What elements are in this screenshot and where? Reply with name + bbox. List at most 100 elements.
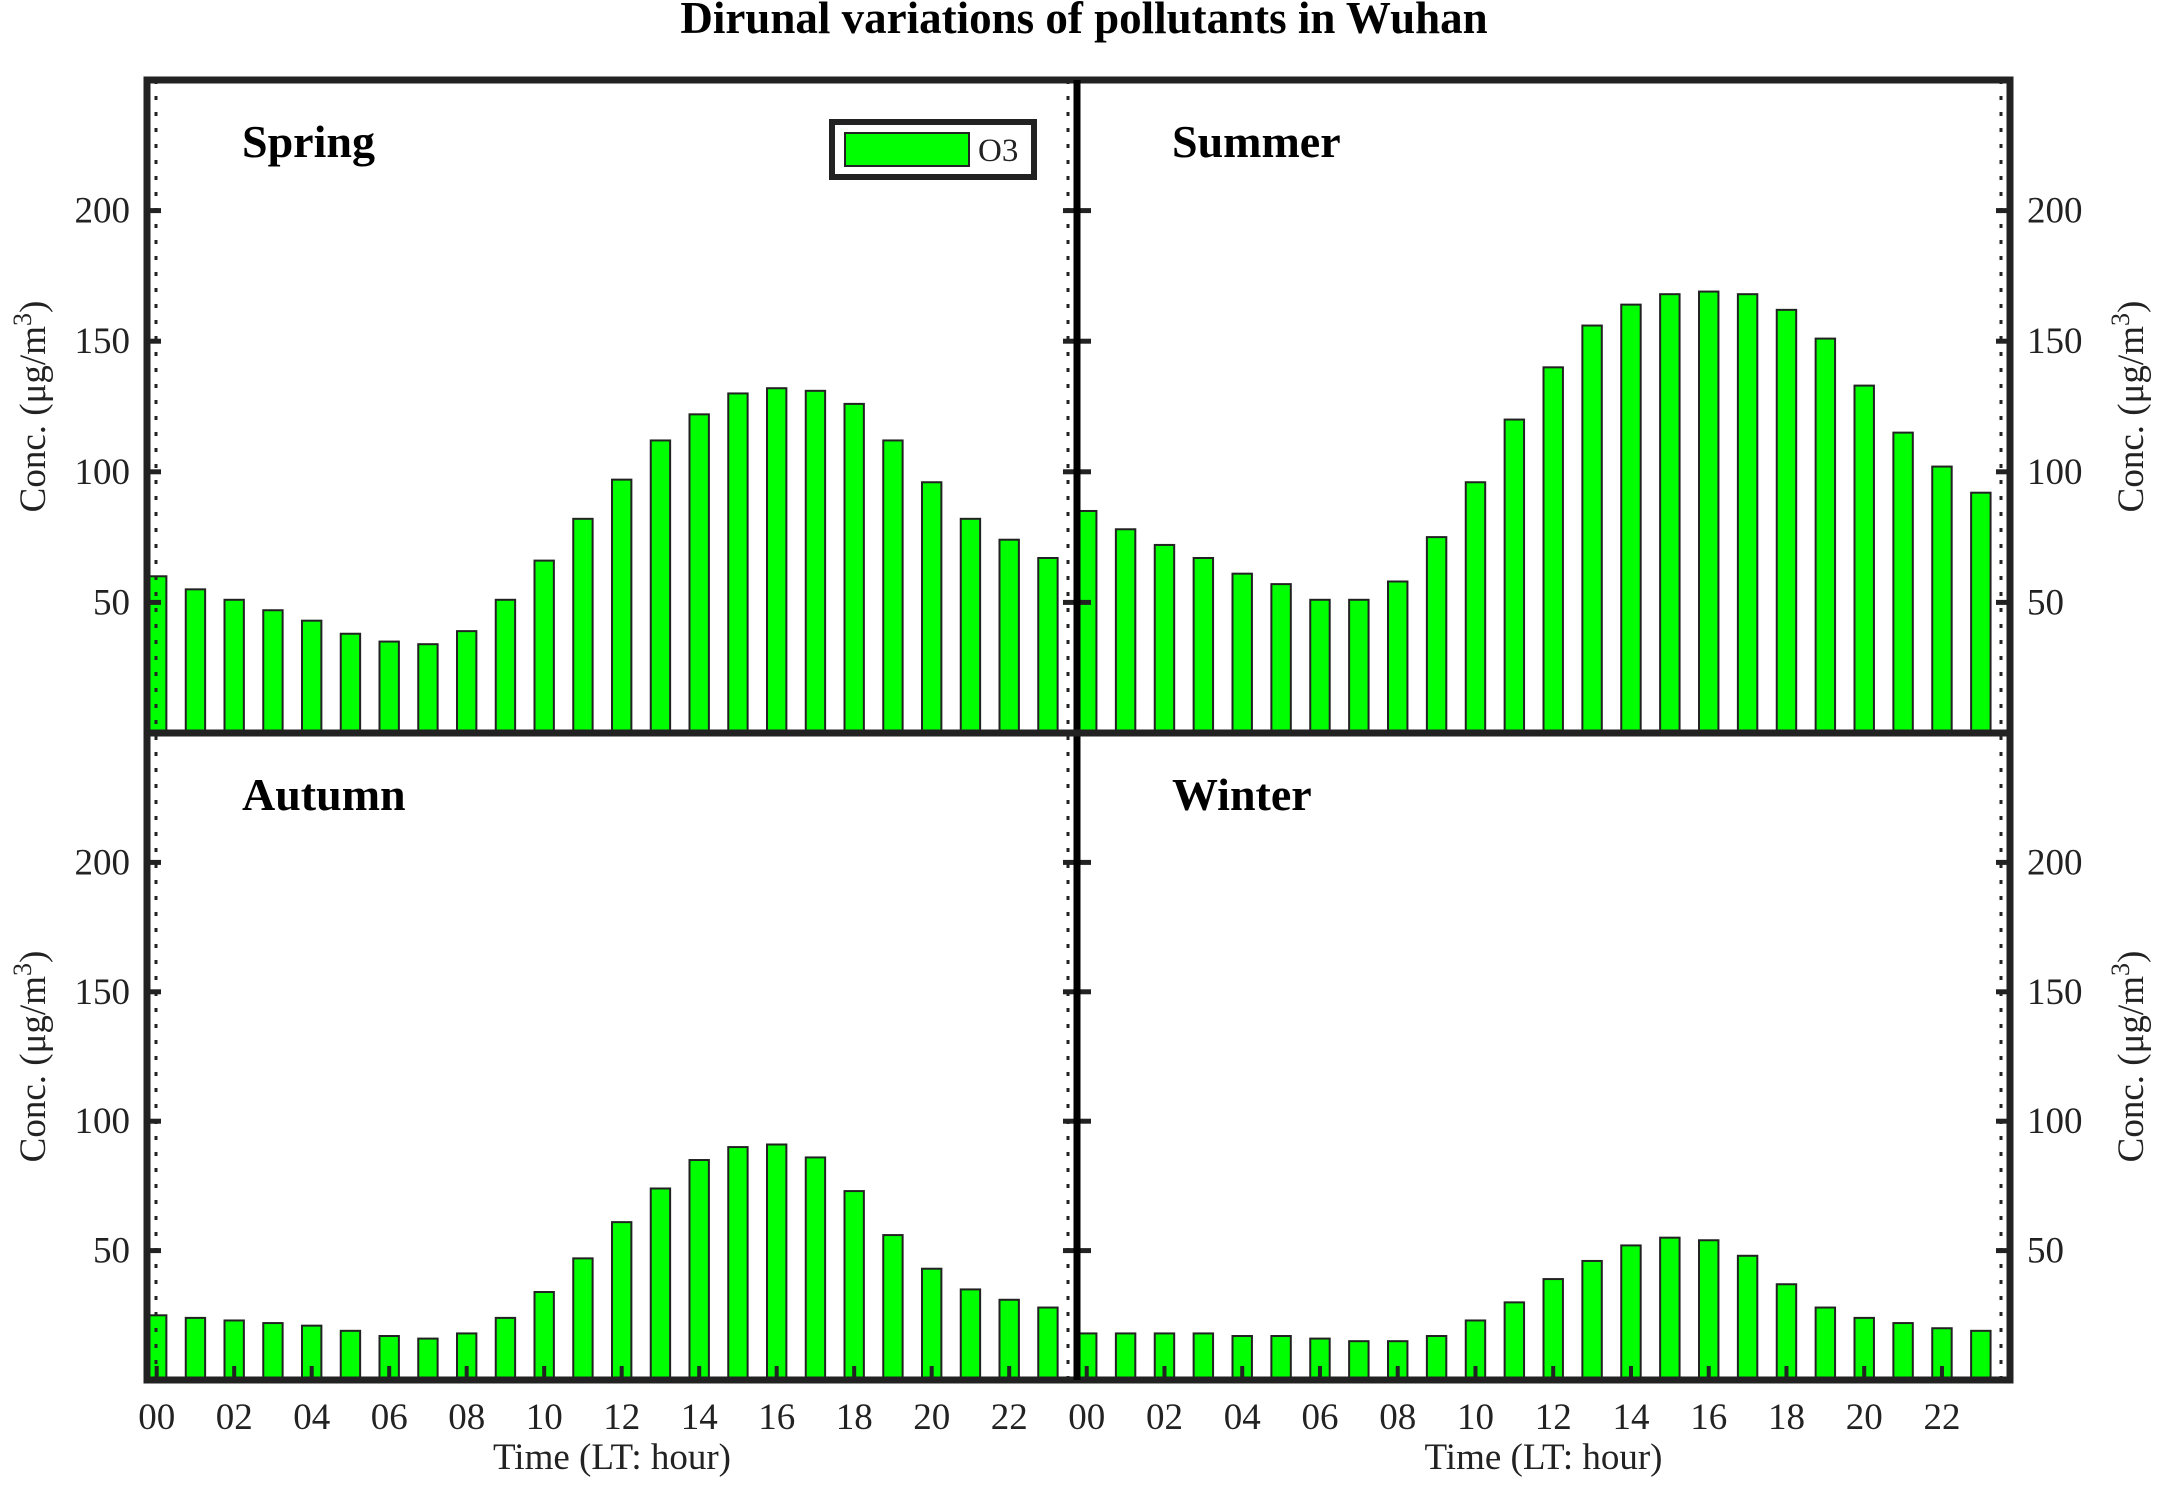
bar-spring-19 (882, 439, 904, 734)
bar-summer-18 (1775, 308, 1798, 734)
y-tick-label: 200 (75, 191, 131, 232)
legend: O3 (829, 119, 1037, 180)
panel-autumn: Autumn 50 100 150 200 Conc. (μg/m3) 00 02 04 06 08… (8, 769, 1077, 1478)
bar-winter-16 (1698, 1239, 1720, 1382)
bar-autumn-15 (727, 1146, 749, 1381)
y-tick-label: 150 (75, 972, 131, 1013)
bar-autumn-17 (804, 1156, 827, 1381)
bar-summer-20 (1853, 384, 1875, 734)
x-axis-label: Time (LT: hour) (1425, 1437, 1663, 1478)
x-tick-label: 06 (1301, 1397, 1338, 1438)
bar-summer-01 (1114, 528, 1137, 734)
bar-winter-15 (1659, 1236, 1681, 1382)
x-tick-label: 10 (1457, 1397, 1494, 1438)
panel-label-summer: Summer (1172, 116, 1341, 167)
y-tick-label: 200 (2027, 842, 2083, 883)
bar-winter-21 (1892, 1322, 1914, 1381)
y-tick-label: 200 (75, 842, 131, 883)
bar-spring-18 (843, 402, 865, 734)
panel-label-autumn: Autumn (242, 769, 406, 820)
bar-winter-12 (1542, 1278, 1564, 1381)
bar-winter-18 (1775, 1283, 1798, 1382)
y-tick-label: 150 (75, 321, 131, 362)
bar-summer-03 (1192, 556, 1215, 734)
x-tick-label: 06 (371, 1397, 408, 1438)
bar-spring-04 (301, 619, 323, 735)
y-axis-label: Conc. (μg/m3) (2106, 301, 2152, 513)
y-tick-label: 100 (2027, 1101, 2083, 1142)
bar-summer-08 (1387, 580, 1409, 735)
bar-autumn-03 (262, 1322, 284, 1381)
x-tick-label: 08 (1379, 1397, 1416, 1438)
bar-spring-13 (649, 439, 672, 734)
x-tick-label: 18 (836, 1397, 873, 1438)
x-tick-label: 14 (681, 1397, 718, 1438)
legend-swatch (844, 132, 970, 167)
bar-autumn-20 (921, 1267, 943, 1381)
bar-autumn-07 (417, 1337, 439, 1382)
bar-spring-15 (727, 392, 749, 734)
bar-summer-06 (1309, 598, 1331, 735)
y-axis-label: Conc. (μg/m3) (8, 951, 54, 1163)
bar-summer-21 (1892, 431, 1914, 734)
bar-autumn-23 (1037, 1306, 1059, 1382)
panel-summer: Summer 50 100 150 200 Conc. (μg/m3) (1076, 116, 2152, 735)
bar-spring-09 (494, 598, 517, 735)
x-tick-label: 04 (1224, 1397, 1261, 1438)
bar-summer-09 (1425, 536, 1448, 734)
bar-autumn-09 (494, 1316, 517, 1381)
bar-spring-16 (766, 387, 788, 734)
y-tick-label: 50 (2027, 1231, 2064, 1272)
x-axis-label: Time (LT: hour) (493, 1437, 731, 1478)
bar-autumn-19 (882, 1234, 904, 1382)
x-tick-label: 10 (526, 1397, 563, 1438)
x-tick-label: 16 (1690, 1397, 1727, 1438)
y-axis-label: Conc. (μg/m3) (8, 301, 54, 513)
bar-spring-21 (959, 517, 982, 734)
bar-spring-03 (262, 609, 284, 735)
bar-summer-02 (1153, 543, 1176, 734)
bar-summer-12 (1542, 366, 1564, 734)
x-tick-label: 14 (1612, 1397, 1649, 1438)
bar-summer-14 (1620, 303, 1642, 734)
bar-autumn-11 (572, 1257, 594, 1382)
panel-label-winter: Winter (1172, 769, 1312, 820)
y-tick-label: 150 (2027, 972, 2083, 1013)
y-tick-label: 100 (75, 452, 131, 493)
bar-autumn-01 (184, 1316, 207, 1381)
x-tick-label: 00 (1068, 1397, 1105, 1438)
bar-autumn-18 (843, 1190, 865, 1382)
x-tick-label: 00 (138, 1397, 175, 1438)
x-tick-label: 18 (1768, 1397, 1805, 1438)
bar-spring-11 (572, 517, 594, 734)
bar-winter-17 (1736, 1254, 1759, 1381)
bar-spring-22 (998, 538, 1020, 734)
y-axis-label: Conc. (μg/m3) (2106, 951, 2152, 1163)
bar-summer-04 (1231, 572, 1253, 735)
panel-label-spring: Spring (242, 116, 375, 167)
y-tick-label: 50 (93, 582, 130, 623)
bar-summer-17 (1736, 293, 1759, 734)
bar-spring-12 (611, 478, 633, 734)
bar-spring-06 (378, 640, 400, 735)
y-tick-label: 100 (75, 1101, 131, 1142)
bar-summer-22 (1931, 465, 1953, 734)
panels-group: Spring 50 100 150 200 Conc. (μg/m3) Summer 50 10… (8, 116, 2152, 1478)
panel-winter: Winter 50 100 150 200 Conc. (μg/m3) 00 02 04 06 08… (1068, 769, 2152, 1478)
bar-spring-20 (921, 481, 943, 734)
bar-autumn-14 (688, 1159, 710, 1382)
x-tick-label: 22 (991, 1397, 1028, 1438)
bar-winter-01 (1114, 1332, 1137, 1382)
bar-summer-23 (1970, 491, 1992, 735)
x-tick-label: 22 (1923, 1397, 1960, 1438)
x-tick-label: 08 (448, 1397, 485, 1438)
x-tick-label: 20 (1846, 1397, 1883, 1438)
bar-winter-13 (1581, 1259, 1603, 1382)
bar-winter-11 (1503, 1301, 1526, 1381)
panel-spring: Spring 50 100 150 200 Conc. (μg/m3) (8, 116, 1077, 735)
bar-spring-14 (688, 413, 710, 734)
x-tick-label: 12 (1535, 1397, 1572, 1438)
x-tick-label: 16 (758, 1397, 795, 1438)
bar-spring-10 (533, 559, 555, 734)
bar-winter-19 (1814, 1306, 1837, 1382)
